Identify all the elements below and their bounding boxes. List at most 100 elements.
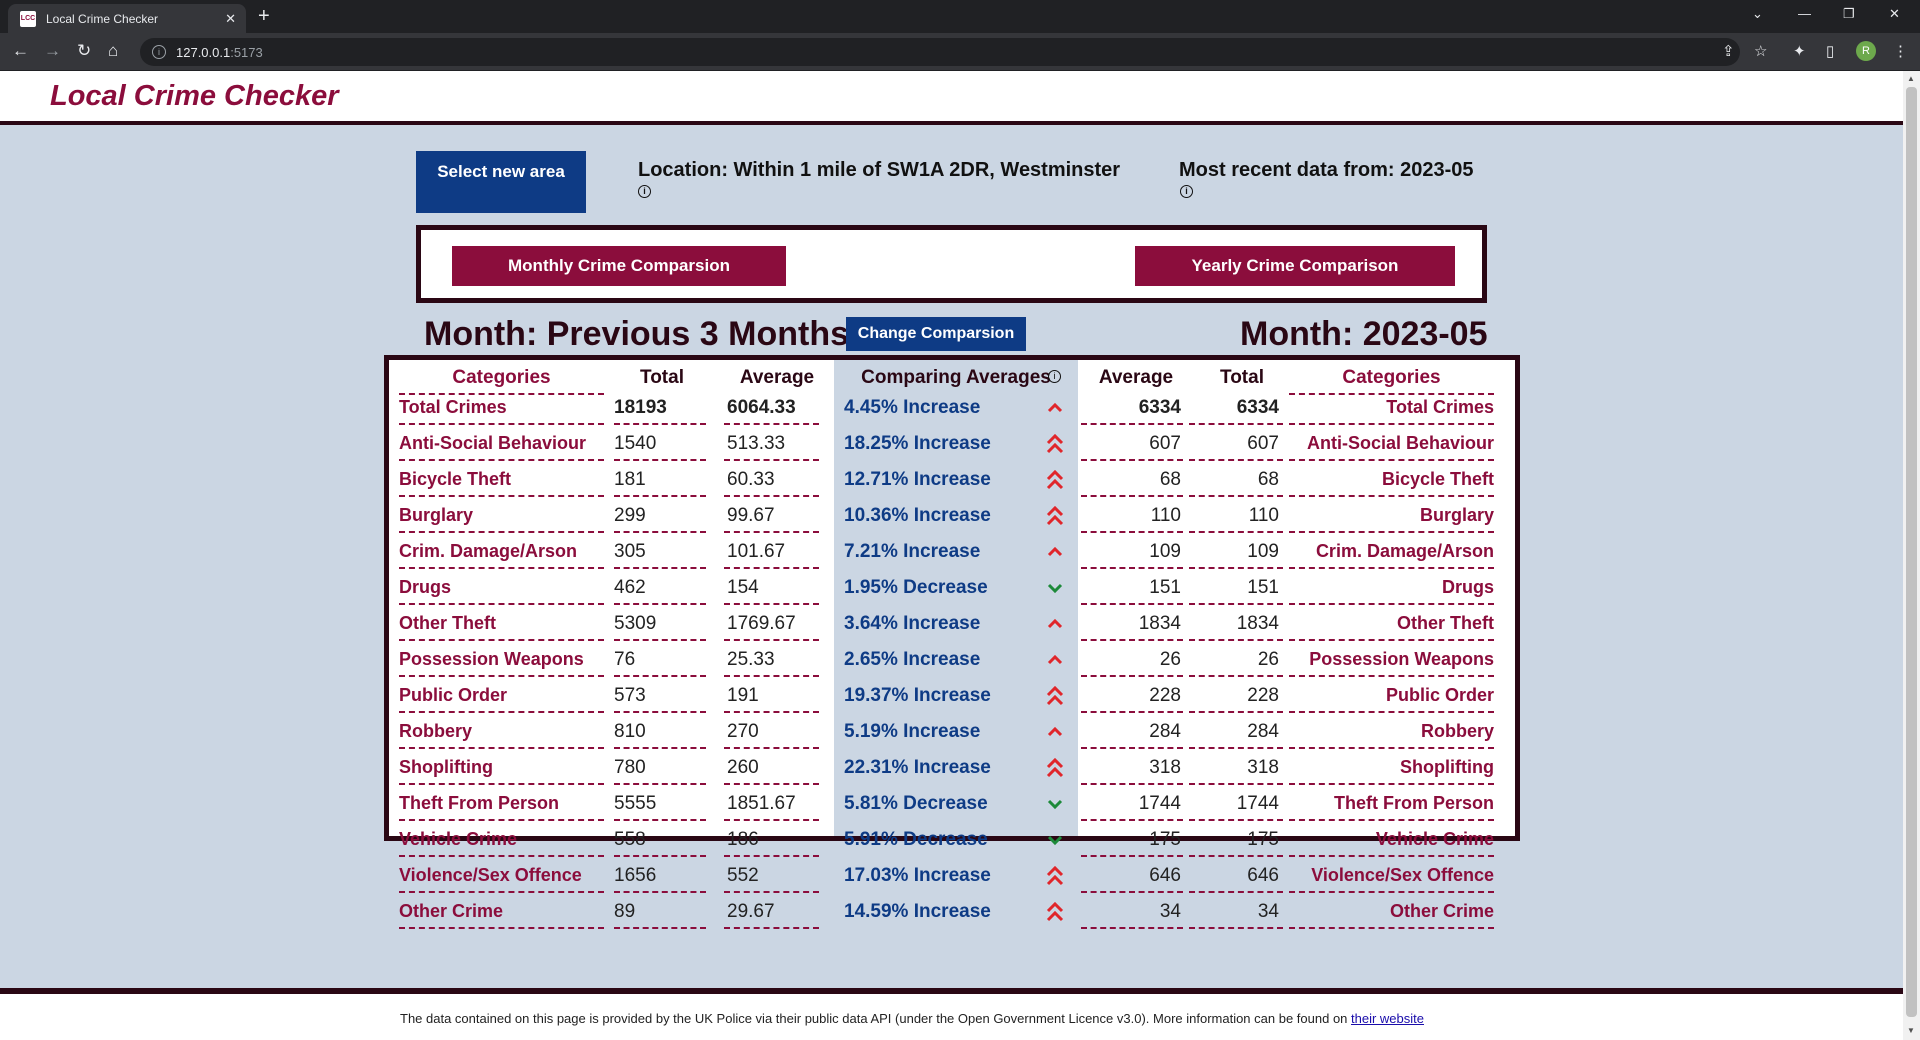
- change-comparison-button[interactable]: Change Comparsion: [846, 317, 1026, 351]
- row-average-right: 284: [1149, 721, 1181, 742]
- row-rule: [1081, 783, 1183, 785]
- profile-avatar[interactable]: R: [1856, 41, 1876, 61]
- row-rule: [1189, 855, 1283, 857]
- row-rule: [399, 891, 604, 893]
- menu-icon[interactable]: ⋮: [1893, 43, 1908, 60]
- row-total-right: 26: [1257, 649, 1279, 670]
- row-rule: [1081, 711, 1183, 713]
- row-total-right: 6334: [1236, 397, 1279, 418]
- row-rule: [1289, 495, 1494, 497]
- page-content: Local Crime Checker Select new area Loca…: [0, 71, 1903, 1040]
- row-category-left: Shoplifting: [399, 757, 493, 777]
- monthly-comparison-button[interactable]: Monthly Crime Comparsion: [452, 246, 786, 286]
- forward-icon[interactable]: →: [44, 41, 61, 60]
- scroll-up-icon[interactable]: ▲: [1907, 74, 1915, 83]
- left-period-title: Month: Previous 3 Months: [424, 315, 849, 353]
- row-category-right: Robbery: [1420, 721, 1494, 741]
- row-rule: [724, 711, 819, 713]
- row-rule: [1189, 675, 1283, 677]
- double-increase-arrow-icon: [1044, 505, 1066, 533]
- comparing-column-background: [834, 360, 1078, 836]
- row-average-left: 29.67: [727, 901, 775, 922]
- row-category-left: Burglary: [399, 505, 474, 525]
- reload-icon[interactable]: ↻: [77, 41, 92, 60]
- row-average-right: 6334: [1138, 397, 1181, 418]
- row-rule: [399, 459, 604, 461]
- row-rule: [399, 927, 604, 929]
- url-text: 127.0.0.1:5173: [176, 44, 263, 60]
- row-average-left: 101.67: [727, 541, 786, 562]
- scroll-down-icon[interactable]: ▼: [1907, 1026, 1915, 1035]
- comparing-info-icon[interactable]: i: [1048, 370, 1061, 383]
- row-total-left: 5309: [614, 613, 657, 634]
- row-comparison: 7.21% Increase: [844, 541, 981, 562]
- browser-tab[interactable]: LCC Local Crime Checker ✕: [8, 4, 246, 33]
- recent-data-info-icon[interactable]: i: [1180, 185, 1193, 198]
- scroll-thumb[interactable]: [1906, 87, 1917, 1017]
- home-icon[interactable]: ⌂: [108, 41, 119, 60]
- row-total-left: 76: [614, 649, 636, 670]
- row-rule: [1289, 783, 1494, 785]
- row-rule: [399, 567, 604, 569]
- double-increase-arrow-icon: [1044, 433, 1066, 461]
- row-average-left: 552: [727, 865, 759, 886]
- row-category-right: Vehicle Crime: [1375, 829, 1494, 849]
- row-total-right: 646: [1247, 865, 1279, 886]
- row-rule: [399, 531, 604, 533]
- restore-icon[interactable]: ❐: [1843, 6, 1855, 21]
- favicon-icon: LCC: [20, 10, 36, 27]
- extensions-icon[interactable]: ✦: [1793, 43, 1806, 60]
- share-icon[interactable]: ⇪: [1722, 43, 1735, 60]
- row-rule: [1081, 891, 1183, 893]
- row-rule: [1289, 855, 1494, 857]
- row-rule: [1289, 711, 1494, 713]
- row-average-right: 1834: [1138, 613, 1181, 634]
- increase-arrow-icon: [1044, 541, 1066, 569]
- new-tab-icon[interactable]: +: [258, 5, 270, 27]
- row-rule: [1289, 639, 1494, 641]
- footer-text: The data contained on this page is provi…: [400, 1011, 1424, 1026]
- row-rule: [614, 855, 706, 857]
- address-bar[interactable]: i 127.0.0.1:5173: [140, 38, 1740, 66]
- yearly-comparison-button[interactable]: Yearly Crime Comparison: [1135, 246, 1455, 286]
- row-category-left: Robbery: [399, 721, 473, 741]
- bookmark-star-icon[interactable]: ☆: [1754, 43, 1768, 60]
- row-category-right: Crim. Damage/Arson: [1315, 541, 1494, 561]
- location-info-icon[interactable]: i: [638, 185, 651, 198]
- row-average-left: 25.33: [727, 649, 775, 670]
- back-icon[interactable]: ←: [12, 41, 29, 60]
- page-scrollbar[interactable]: ▲ ▼: [1903, 71, 1920, 1040]
- row-category-right: Possession Weapons: [1309, 649, 1494, 669]
- their-website-link[interactable]: their website: [1351, 1011, 1424, 1026]
- row-category-right: Theft From Person: [1333, 793, 1494, 813]
- row-rule: [1081, 567, 1183, 569]
- row-average-left: 1769.67: [727, 613, 796, 634]
- row-average-left: 99.67: [727, 505, 775, 526]
- row-comparison: 2.65% Increase: [844, 649, 981, 670]
- row-rule: [724, 531, 819, 533]
- row-rule: [724, 783, 819, 785]
- row-category-left: Bicycle Theft: [399, 469, 512, 489]
- recent-data-text: Most recent data from: 2023-05: [1179, 159, 1474, 181]
- row-rule: [1189, 711, 1283, 713]
- row-category-right: Bicycle Theft: [1381, 469, 1494, 489]
- row-average-right: 646: [1149, 865, 1181, 886]
- site-info-icon[interactable]: i: [152, 45, 166, 59]
- row-total-left: 558: [614, 829, 646, 850]
- row-average-right: 318: [1149, 757, 1181, 778]
- sidebar-icon[interactable]: ▯: [1826, 43, 1835, 60]
- browser-toolbar: ← → ↻ ⌂ i 127.0.0.1:5173 ⇪ ☆ ✦ ▯ R ⋮: [0, 33, 1920, 71]
- double-increase-arrow-icon: [1044, 757, 1066, 785]
- row-average-left: 513.33: [727, 433, 786, 454]
- header-total-right: Total: [1220, 367, 1264, 388]
- row-rule: [614, 819, 706, 821]
- row-rule: [1081, 531, 1183, 533]
- minimize-icon[interactable]: —: [1798, 6, 1811, 21]
- tab-search-icon[interactable]: ⌄: [1752, 6, 1763, 21]
- header-categories-left: Categories: [452, 367, 551, 388]
- row-category-left: Other Crime: [399, 901, 504, 921]
- select-new-area-button[interactable]: Select new area: [416, 151, 586, 213]
- close-tab-icon[interactable]: ✕: [225, 10, 236, 26]
- close-window-icon[interactable]: ✕: [1889, 6, 1900, 21]
- row-rule: [1289, 819, 1494, 821]
